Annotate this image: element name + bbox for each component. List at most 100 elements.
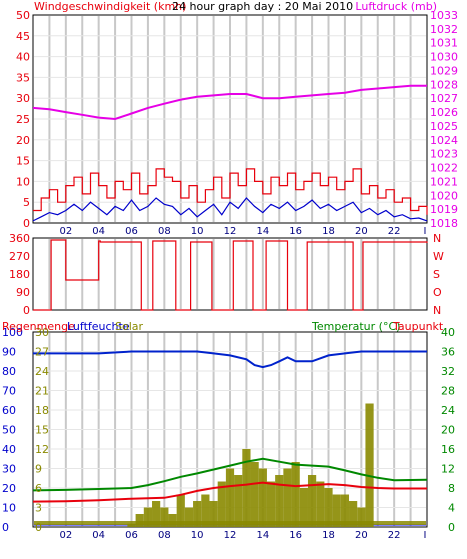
direction-tick-label: 270	[9, 250, 30, 263]
series-wind_avg	[32, 197, 428, 222]
time-tick-label: 16	[289, 226, 302, 237]
pressure-label: Luftdruck (mb)	[355, 0, 437, 13]
wind-tick-label: 35	[16, 71, 30, 84]
compass-tick-label: S	[433, 268, 440, 281]
solar-bar	[266, 481, 276, 527]
series-humidity	[33, 350, 427, 369]
wind-tick-label: 15	[16, 155, 30, 168]
solar-bar	[316, 481, 325, 527]
wind-time-ticks: 02 04 06 08 10 12 14 16 18 20 22 I	[59, 226, 426, 237]
solar-bar	[299, 488, 308, 527]
time-tick-label: 12	[224, 226, 237, 237]
time-tick-label: 20	[355, 530, 368, 541]
temperature-tick-label: 40	[441, 326, 455, 339]
rain-tick-label: 10	[2, 502, 16, 515]
solar-tick-label: 18	[35, 404, 49, 417]
solar-bar	[127, 523, 136, 527]
rain-tick-label: 50	[2, 424, 16, 437]
series-temperature	[32, 457, 428, 492]
wind-tick-label: 45	[16, 30, 30, 43]
solar-bar	[324, 488, 333, 527]
time-tick-label: 12	[224, 530, 237, 541]
humidity-label: Luftfeuchte	[67, 320, 130, 333]
dewpoint-label: Taupunkt	[392, 320, 444, 333]
rain-tick-label: 0	[2, 521, 9, 534]
solar-bar	[275, 475, 284, 527]
pressure-tick-label: 1020	[430, 189, 458, 202]
climate-series	[32, 350, 428, 527]
solar-bar	[193, 501, 202, 527]
solar-bar	[283, 468, 292, 527]
solar-bar	[143, 507, 153, 527]
pressure-tick-label: 1028	[430, 78, 458, 91]
temperature-tick-label: 28	[441, 385, 455, 398]
time-tick-label: 18	[322, 226, 335, 237]
time-tick-label: 20	[355, 226, 368, 237]
time-tick-label: I	[424, 530, 427, 541]
solar-bar	[217, 481, 226, 527]
pressure-tick-label: 1026	[430, 106, 458, 119]
temperature-ticks: 0 4 8 12 16 20 24 28 32 36 40	[441, 326, 455, 534]
solar-bar	[234, 475, 243, 527]
direction-tick-label: 0	[23, 304, 30, 317]
solar-bar	[349, 501, 358, 527]
time-tick-label: 08	[158, 530, 171, 541]
solar-bar	[209, 501, 218, 527]
rain-tick-label: 80	[2, 365, 16, 378]
solar-label: Solar	[115, 320, 144, 333]
time-tick-label: 08	[158, 226, 171, 237]
time-tick-label: 18	[322, 530, 335, 541]
pressure-tick-label: 1018	[430, 217, 458, 230]
pressure-tick-label: 1027	[430, 92, 458, 105]
solar-tick-label: 24	[35, 365, 49, 378]
rain-tick-label: 70	[2, 385, 16, 398]
direction-degree-ticks: 360 270 180 90 0	[9, 232, 30, 317]
pressure-tick-label: 1030	[430, 51, 458, 64]
time-tick-label: 22	[388, 530, 401, 541]
solar-bar	[258, 468, 267, 527]
direction-tick-label: 90	[16, 286, 30, 299]
solar-tick-label: 30	[35, 326, 49, 339]
temperature-tick-label: 8	[448, 482, 455, 495]
pressure-tick-label: 1021	[430, 175, 458, 188]
solar-tick-label: 3	[35, 502, 42, 515]
direction-tick-label: 360	[9, 232, 30, 245]
rain-tick-label: 40	[2, 443, 16, 456]
solar-bar	[340, 494, 350, 527]
solar-bar	[307, 475, 317, 527]
rain-label: Regenmenge	[2, 320, 75, 333]
rain-tick-label: 60	[2, 404, 16, 417]
solar-bar	[225, 468, 235, 527]
temperature-tick-label: 32	[441, 365, 455, 378]
time-tick-label: 02	[59, 226, 72, 237]
solar-bar	[332, 494, 341, 527]
temperature-label: Temperatur (°C)	[311, 320, 400, 333]
solar-tick-label: 15	[35, 424, 49, 437]
time-tick-label: 06	[125, 530, 138, 541]
solar-bar	[357, 507, 366, 527]
pressure-tick-label: 1029	[430, 64, 458, 77]
rain-tick-label: 20	[2, 482, 16, 495]
time-tick-label: 10	[191, 226, 204, 237]
rain-tick-label: 30	[2, 463, 16, 476]
solar-tick-label: 21	[35, 385, 49, 398]
wind-tick-label: 50	[16, 9, 30, 22]
temperature-tick-label: 36	[441, 346, 455, 359]
rain-tick-label: 90	[2, 346, 16, 359]
time-tick-label: 10	[191, 530, 204, 541]
wind-tick-label: 30	[16, 92, 30, 105]
wind-tick-label: 40	[16, 51, 30, 64]
pressure-tick-label: 1022	[430, 162, 458, 175]
solar-tick-label: 27	[35, 346, 49, 359]
rain-tick-label: 100	[2, 326, 23, 339]
solar-bar	[152, 501, 161, 527]
temperature-tick-label: 12	[441, 463, 455, 476]
pressure-tick-label: 1019	[430, 203, 458, 216]
solar-tick-label: 12	[35, 443, 49, 456]
solar-tick-label: 0	[35, 521, 42, 534]
graph-title: 24 hour graph day : 20 Mai 2010	[172, 0, 353, 13]
pressure-tick-label: 1032	[430, 23, 458, 36]
